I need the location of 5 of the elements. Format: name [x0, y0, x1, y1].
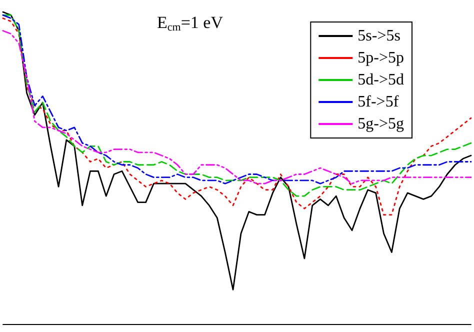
- legend-label: 5f->5f: [358, 94, 400, 110]
- legend-label: 5d->5d: [358, 72, 404, 88]
- legend-label: 5s->5s: [358, 28, 400, 44]
- legend-label: 5p->5p: [358, 50, 404, 66]
- legend-label: 5g->5g: [358, 116, 404, 132]
